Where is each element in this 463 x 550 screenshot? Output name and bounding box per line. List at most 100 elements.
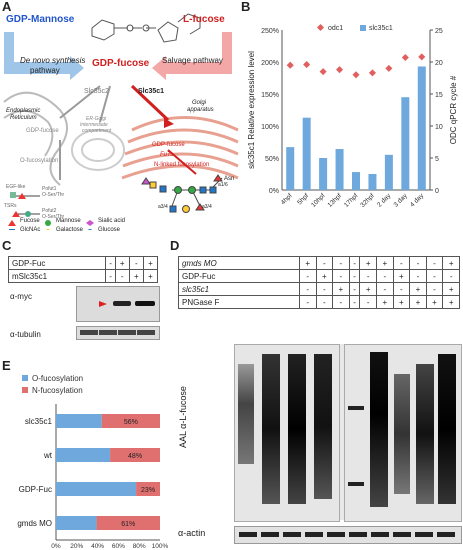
chart-b-bar	[368, 174, 377, 190]
chart-e-bar-n	[110, 448, 160, 462]
chart-b-ytick-right: 10	[435, 124, 443, 131]
d-table-cell: +	[409, 282, 427, 296]
o-glycans	[10, 192, 40, 217]
chart-b-bar	[384, 154, 393, 190]
chart-b-point	[286, 61, 294, 69]
chart-b-xtick: 13hpf	[327, 192, 344, 209]
panel-c-table: GDP-Fuc - + - + mSlc35c1- - + +	[7, 256, 159, 283]
d-table-row: GDP-Fuc - + - - - - + - - -	[178, 269, 460, 283]
panel-a-label: A	[2, 0, 12, 14]
d-table-cell: +	[315, 269, 334, 283]
d-table-cell: -	[332, 295, 350, 309]
o-ser-thr-label-1: O-Ser/Thr	[42, 192, 65, 198]
de-novo-arrow	[4, 32, 84, 80]
c-table-cell: -	[105, 269, 116, 283]
n-fucosylation-label: N-linked fucosylation	[154, 162, 210, 168]
chart-e-xtick: 40%	[91, 543, 104, 550]
slc35c1-label: Slc35c1	[138, 88, 165, 95]
chart-b-bar	[335, 149, 344, 190]
d-table-cell: -	[348, 282, 361, 296]
chart-b-ytick-left: 150%	[261, 92, 279, 99]
chart-b-ytick-left: 50%	[265, 156, 279, 163]
chart-e-category: slc35c1	[25, 417, 53, 426]
asn-label: Asn	[224, 176, 235, 182]
chart-b-point	[418, 53, 426, 61]
d-table-cell: -	[315, 295, 334, 309]
chart-b-xtick: 32hpf	[359, 192, 376, 209]
a34b-label: a3/4	[202, 204, 212, 210]
tsrs-label: TSRs	[4, 203, 17, 209]
d-table-cell: +	[409, 295, 427, 309]
chart-e-legend-o-swatch	[22, 375, 28, 381]
c-table-cell: +	[142, 269, 159, 283]
d-table-cell: +	[392, 295, 411, 309]
gdp-fucose-er-label: GDP-fucose	[26, 128, 59, 134]
chart-b-xtick: 10hpf	[310, 192, 327, 209]
ergic-label-1: ER-Golgi	[86, 116, 107, 122]
d-table-cell: -	[409, 269, 427, 283]
chart-e-xtick: 80%	[133, 543, 146, 550]
chart-b-point	[401, 53, 409, 62]
c-table-cell: +	[114, 256, 130, 270]
d-table-cell: +	[375, 256, 394, 270]
chart-b-ytick-right: 20	[435, 60, 443, 67]
chart-e-category: GDP-Fuc	[19, 485, 52, 494]
chart-b-ytick-left: 100%	[261, 124, 279, 131]
d-table-row-label: slc35c1	[178, 282, 300, 296]
gdp-fucose-label: GDP-fucose	[92, 58, 150, 69]
panel-a-diagram	[3, 13, 239, 230]
chart-e-bar-o	[56, 516, 97, 530]
o-fucosylation-label: O-fucosylation	[20, 158, 59, 164]
n-glycan	[141, 174, 223, 213]
a34-label: a3/4	[158, 204, 168, 210]
gdp-mannose-label: GDP-Mannose	[6, 14, 75, 25]
chart-e-bar-o	[56, 414, 102, 428]
golgi-label-1: Golgi	[192, 100, 207, 106]
chart-b-ytick-left: 200%	[261, 60, 279, 67]
chart-b-legend-odc1: odc1	[328, 25, 343, 32]
er-label-2: Reticulum	[10, 115, 37, 121]
c-table-cell: +	[142, 256, 159, 270]
chart-b-bar	[286, 147, 295, 190]
salvage-label: Salvage pathway	[162, 56, 223, 65]
chart-e-legend-n: N-fucosylation	[32, 386, 83, 395]
chart-b-ytick-right: 0	[435, 188, 439, 195]
panel-b-label: B	[241, 0, 251, 14]
d-table-cell: -	[392, 282, 411, 296]
chart-b-xtick: 3 day	[393, 192, 410, 209]
futs-label: FuTs	[160, 152, 174, 158]
chart-e-xtick: 60%	[112, 543, 125, 550]
chart-b-point	[336, 66, 344, 74]
panel-c-label: C	[2, 238, 12, 253]
d-table-cell: -	[315, 256, 334, 270]
chart-e-data-label: 61%	[121, 521, 135, 528]
d-table-cell: -	[375, 282, 394, 296]
chart-b-bar	[401, 97, 410, 190]
chart-e-bar-n	[136, 482, 160, 496]
legend-glcnac: GlcNAc	[20, 227, 41, 233]
chart-e: O-fucosylation N-fucosylation 0% 20% 40% 60% 8…	[17, 374, 168, 550]
d-table-row: gmds MO + - - - + + - - - +	[178, 256, 460, 270]
d-table-cell: -	[425, 269, 444, 283]
d-table-cell: -	[425, 282, 444, 296]
d-table-cell: +	[332, 282, 350, 296]
panel-d-table: gmds MO + - - - + + - - - + GDP-Fuc - + - - - - + - - - slc35c…	[178, 256, 460, 309]
c-table-cell: -	[128, 256, 144, 270]
gdp-fucose-golgi-label: GDP-fucose	[152, 142, 185, 148]
ergic-label-3: compartment	[82, 128, 112, 134]
d-table-cell: -	[315, 282, 334, 296]
d-table-cell: -	[359, 295, 377, 309]
blot-d-actin	[234, 526, 462, 544]
pofut1-label: Pofut1	[42, 186, 57, 192]
er-label-1: Endoplasmic	[6, 108, 41, 114]
d-table-cell: +	[375, 295, 394, 309]
chart-b-bar	[319, 158, 328, 190]
c-table-cell: -	[114, 269, 130, 283]
legend-sialic-acid: Sialic acid	[98, 218, 126, 224]
legend-galactose: Galactose	[56, 227, 84, 233]
d-table-cell: -	[442, 269, 460, 283]
chart-e-bar-n	[96, 516, 160, 530]
blot-d-aal-label: AAL α-L-fucose	[178, 386, 188, 448]
d-table-cell: -	[332, 269, 350, 283]
